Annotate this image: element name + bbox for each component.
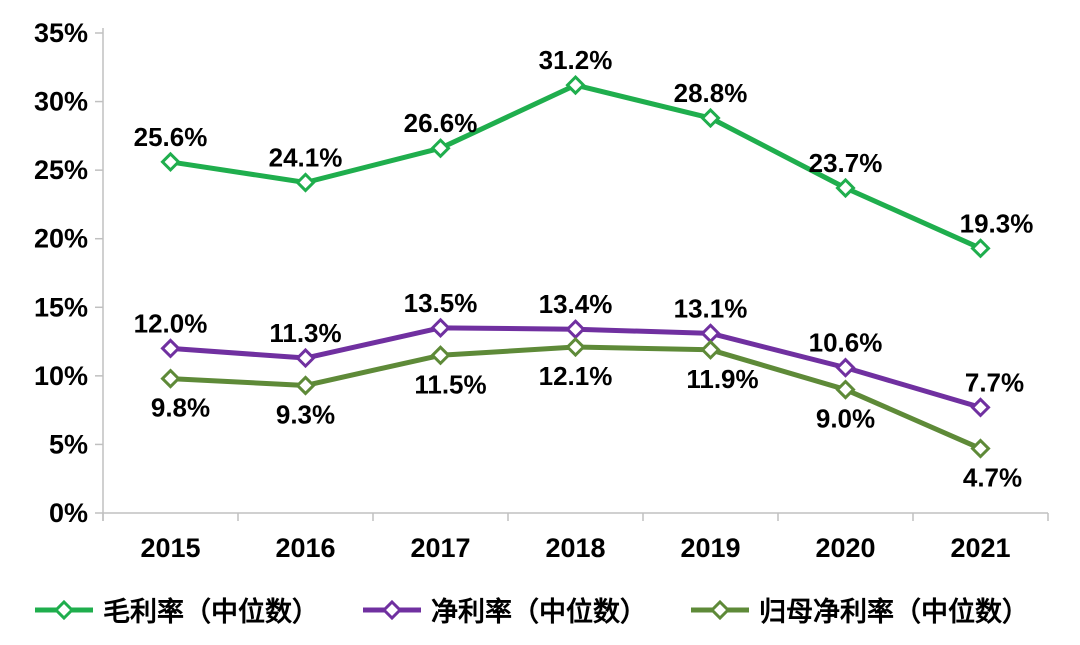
data-point-label: 12.0% — [134, 308, 208, 338]
data-point-diamond-marker — [835, 379, 856, 400]
line-diamond-marker-icon — [35, 599, 93, 620]
data-point-label: 11.9% — [686, 364, 758, 394]
data-point-diamond-marker — [295, 375, 316, 396]
data-point-label: 13.4% — [539, 289, 613, 319]
data-point-label: 9.8% — [151, 393, 210, 423]
data-point-diamond-marker — [970, 238, 991, 259]
data-point-label: 26.6% — [404, 108, 478, 138]
legend-item-net-margin: 净利率（中位数） — [361, 590, 647, 629]
x-axis-category-label: 2017 — [410, 533, 470, 563]
legend-label: 归母净利率（中位数） — [759, 597, 1029, 627]
data-point-label: 19.3% — [960, 208, 1034, 238]
y-axis-tick-label: 30% — [34, 87, 88, 117]
data-point-diamond-marker — [160, 368, 181, 389]
chart-legend: 毛利率（中位数） 净利率（中位数） 归母净利率（中位数） — [33, 590, 1029, 629]
data-point-diamond-marker — [835, 177, 856, 199]
legend-item-parent-net-margin: 归母净利率（中位数） — [689, 590, 1029, 629]
legend-label: 净利率（中位数） — [431, 597, 647, 627]
data-point-label: 12.1% — [539, 361, 613, 391]
x-axis-category-label: 2020 — [815, 533, 875, 563]
data-point-label: 23.7% — [809, 148, 883, 178]
data-point-label: 9.0% — [816, 404, 875, 434]
data-point-diamond-marker — [565, 74, 586, 96]
y-axis-tick-label: 0% — [49, 498, 88, 528]
data-point-label: 24.1% — [269, 142, 343, 172]
legend-item-gross-margin: 毛利率（中位数） — [33, 590, 319, 629]
data-point-diamond-marker — [700, 107, 721, 129]
legend-label: 毛利率（中位数） — [103, 597, 319, 627]
data-point-diamond-marker — [835, 357, 856, 378]
data-point-diamond-marker — [430, 317, 451, 338]
data-point-label: 31.2% — [539, 45, 613, 75]
y-axis-tick-label: 25% — [34, 155, 88, 185]
data-point-diamond-marker — [700, 339, 721, 360]
y-axis-tick-label: 20% — [34, 224, 88, 254]
data-point-label: 28.8% — [674, 78, 748, 108]
data-point-diamond-marker — [970, 438, 991, 459]
data-point-diamond-marker — [160, 151, 181, 173]
data-point-diamond-marker — [430, 138, 451, 159]
y-axis-tick-label: 5% — [49, 429, 88, 459]
data-point-diamond-marker — [565, 319, 586, 340]
data-point-diamond-marker — [295, 172, 316, 193]
y-axis-tick-label: 35% — [34, 18, 88, 48]
data-point-label: 9.3% — [276, 399, 335, 429]
x-axis-category-label: 2016 — [275, 533, 335, 563]
data-point-label: 7.7% — [965, 367, 1024, 397]
line-diamond-marker-icon — [363, 599, 421, 620]
data-point-diamond-marker — [430, 345, 451, 366]
data-point-diamond-marker — [295, 347, 316, 369]
chart-canvas: 0% 5% 10% 15% 20% 25% 30% 35% 2015 2016 2017 2018 20… — [34, 18, 1049, 563]
data-point-label: 25.6% — [134, 122, 208, 152]
data-point-label: 11.5% — [414, 369, 486, 399]
data-point-label: 13.5% — [404, 288, 478, 318]
data-point-label: 13.1% — [674, 293, 748, 323]
data-point-diamond-marker — [565, 336, 586, 358]
data-point-label: 11.3% — [269, 318, 341, 348]
data-point-label: 4.7% — [963, 463, 1022, 493]
y-axis-tick-label: 15% — [34, 292, 88, 322]
x-axis-category-label: 2018 — [545, 533, 605, 563]
x-axis-category-label: 2021 — [950, 533, 1010, 563]
data-point-label: 10.6% — [809, 328, 883, 358]
x-axis-category-label: 2015 — [140, 533, 200, 563]
x-axis-category-label: 2019 — [680, 533, 740, 563]
data-point-diamond-marker — [160, 338, 181, 359]
data-point-diamond-marker — [700, 323, 721, 344]
line-diamond-marker-icon — [691, 599, 749, 620]
y-axis-tick-label: 10% — [34, 361, 88, 391]
data-point-diamond-marker — [970, 397, 991, 418]
